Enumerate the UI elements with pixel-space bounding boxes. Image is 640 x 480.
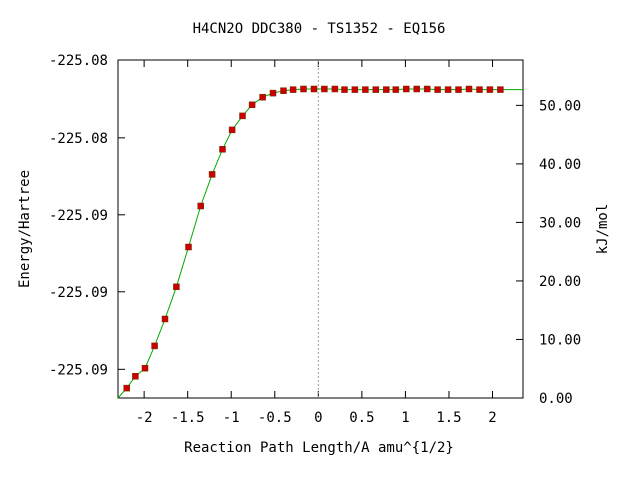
- data-point: [300, 85, 307, 93]
- data-point: [321, 85, 328, 93]
- y2-tick-label: 0.00: [539, 391, 573, 407]
- plot-frame: [117, 59, 524, 399]
- y2-tick-label: 30.00: [539, 215, 581, 231]
- data-point: [434, 86, 441, 93]
- data-point: [413, 85, 420, 93]
- y2-tick-label: 20.00: [539, 274, 581, 290]
- x-tick-label: 1.5: [436, 410, 461, 426]
- data-point: [497, 86, 504, 93]
- data-point: [132, 373, 139, 380]
- y-axis-right: 0.00 10.00 20.00 30.00 40.00 50.00: [516, 98, 581, 407]
- data-point: [248, 101, 256, 109]
- data-point: [341, 86, 348, 93]
- x-tick-label: -2: [136, 410, 153, 426]
- data-point: [219, 146, 226, 153]
- data-point: [465, 85, 473, 93]
- data-point: [423, 85, 431, 93]
- data-point: [383, 86, 390, 93]
- y-tick-label: -225.09: [49, 285, 108, 301]
- plot-border: [117, 59, 524, 399]
- y2-tick-label: 50.00: [539, 98, 581, 114]
- data-point: [151, 342, 158, 350]
- y-tick-label: -225.08: [49, 53, 108, 69]
- data-point: [372, 86, 380, 93]
- data-point: [476, 86, 483, 93]
- y2-axis-label: kJ/mol: [595, 204, 611, 255]
- y-tick-label: -225.09: [49, 208, 108, 224]
- x-axis: -2 -1.5 -1 -0.5 0 0.5 1 1.5 2: [136, 60, 497, 426]
- data-point: [161, 315, 169, 323]
- data-point: [208, 171, 216, 178]
- data-point: [269, 89, 277, 97]
- data-point: [123, 384, 130, 392]
- data-point: [289, 86, 297, 93]
- data-point: [173, 283, 180, 291]
- series-line: [117, 88, 523, 399]
- y-tick-label: -225.08: [49, 131, 108, 147]
- x-tick-label: -1: [223, 410, 240, 426]
- y-axis-left: -225.08 -225.08 -225.09 -225.09 -225.09: [49, 53, 125, 378]
- data-point: [141, 364, 149, 372]
- x-tick-label: 0.5: [349, 410, 374, 426]
- y-axis-label: Energy/Hartree: [17, 170, 33, 288]
- data-point: [392, 86, 400, 93]
- data-point: [455, 86, 462, 93]
- data-point: [197, 202, 204, 210]
- chart-title: H4CN2O DDC380 - TS1352 - EQ156: [193, 21, 446, 37]
- data-point: [362, 86, 369, 93]
- y2-tick-label: 10.00: [539, 332, 581, 348]
- data-point: [403, 85, 410, 93]
- x-tick-label: -0.5: [258, 410, 292, 426]
- data-point: [351, 86, 359, 93]
- data-point: [259, 93, 266, 101]
- y-tick-label: -225.09: [49, 362, 108, 378]
- x-axis-label: Reaction Path Length/A amu^{1/2}: [184, 440, 454, 456]
- y2-tick-label: 40.00: [539, 157, 581, 173]
- x-tick-label: -1.5: [171, 410, 205, 426]
- data-point: [280, 87, 287, 94]
- x-tick-label: 2: [488, 410, 496, 426]
- x-tick-label: 1: [401, 410, 409, 426]
- data-point: [185, 243, 192, 251]
- data-point: [228, 126, 236, 134]
- data-point: [239, 112, 246, 120]
- data-point: [486, 86, 494, 93]
- data-point: [444, 86, 452, 93]
- data-point: [310, 85, 318, 93]
- data-point: [331, 85, 339, 93]
- series-layer: [117, 85, 523, 399]
- x-tick-label: 0: [314, 410, 322, 426]
